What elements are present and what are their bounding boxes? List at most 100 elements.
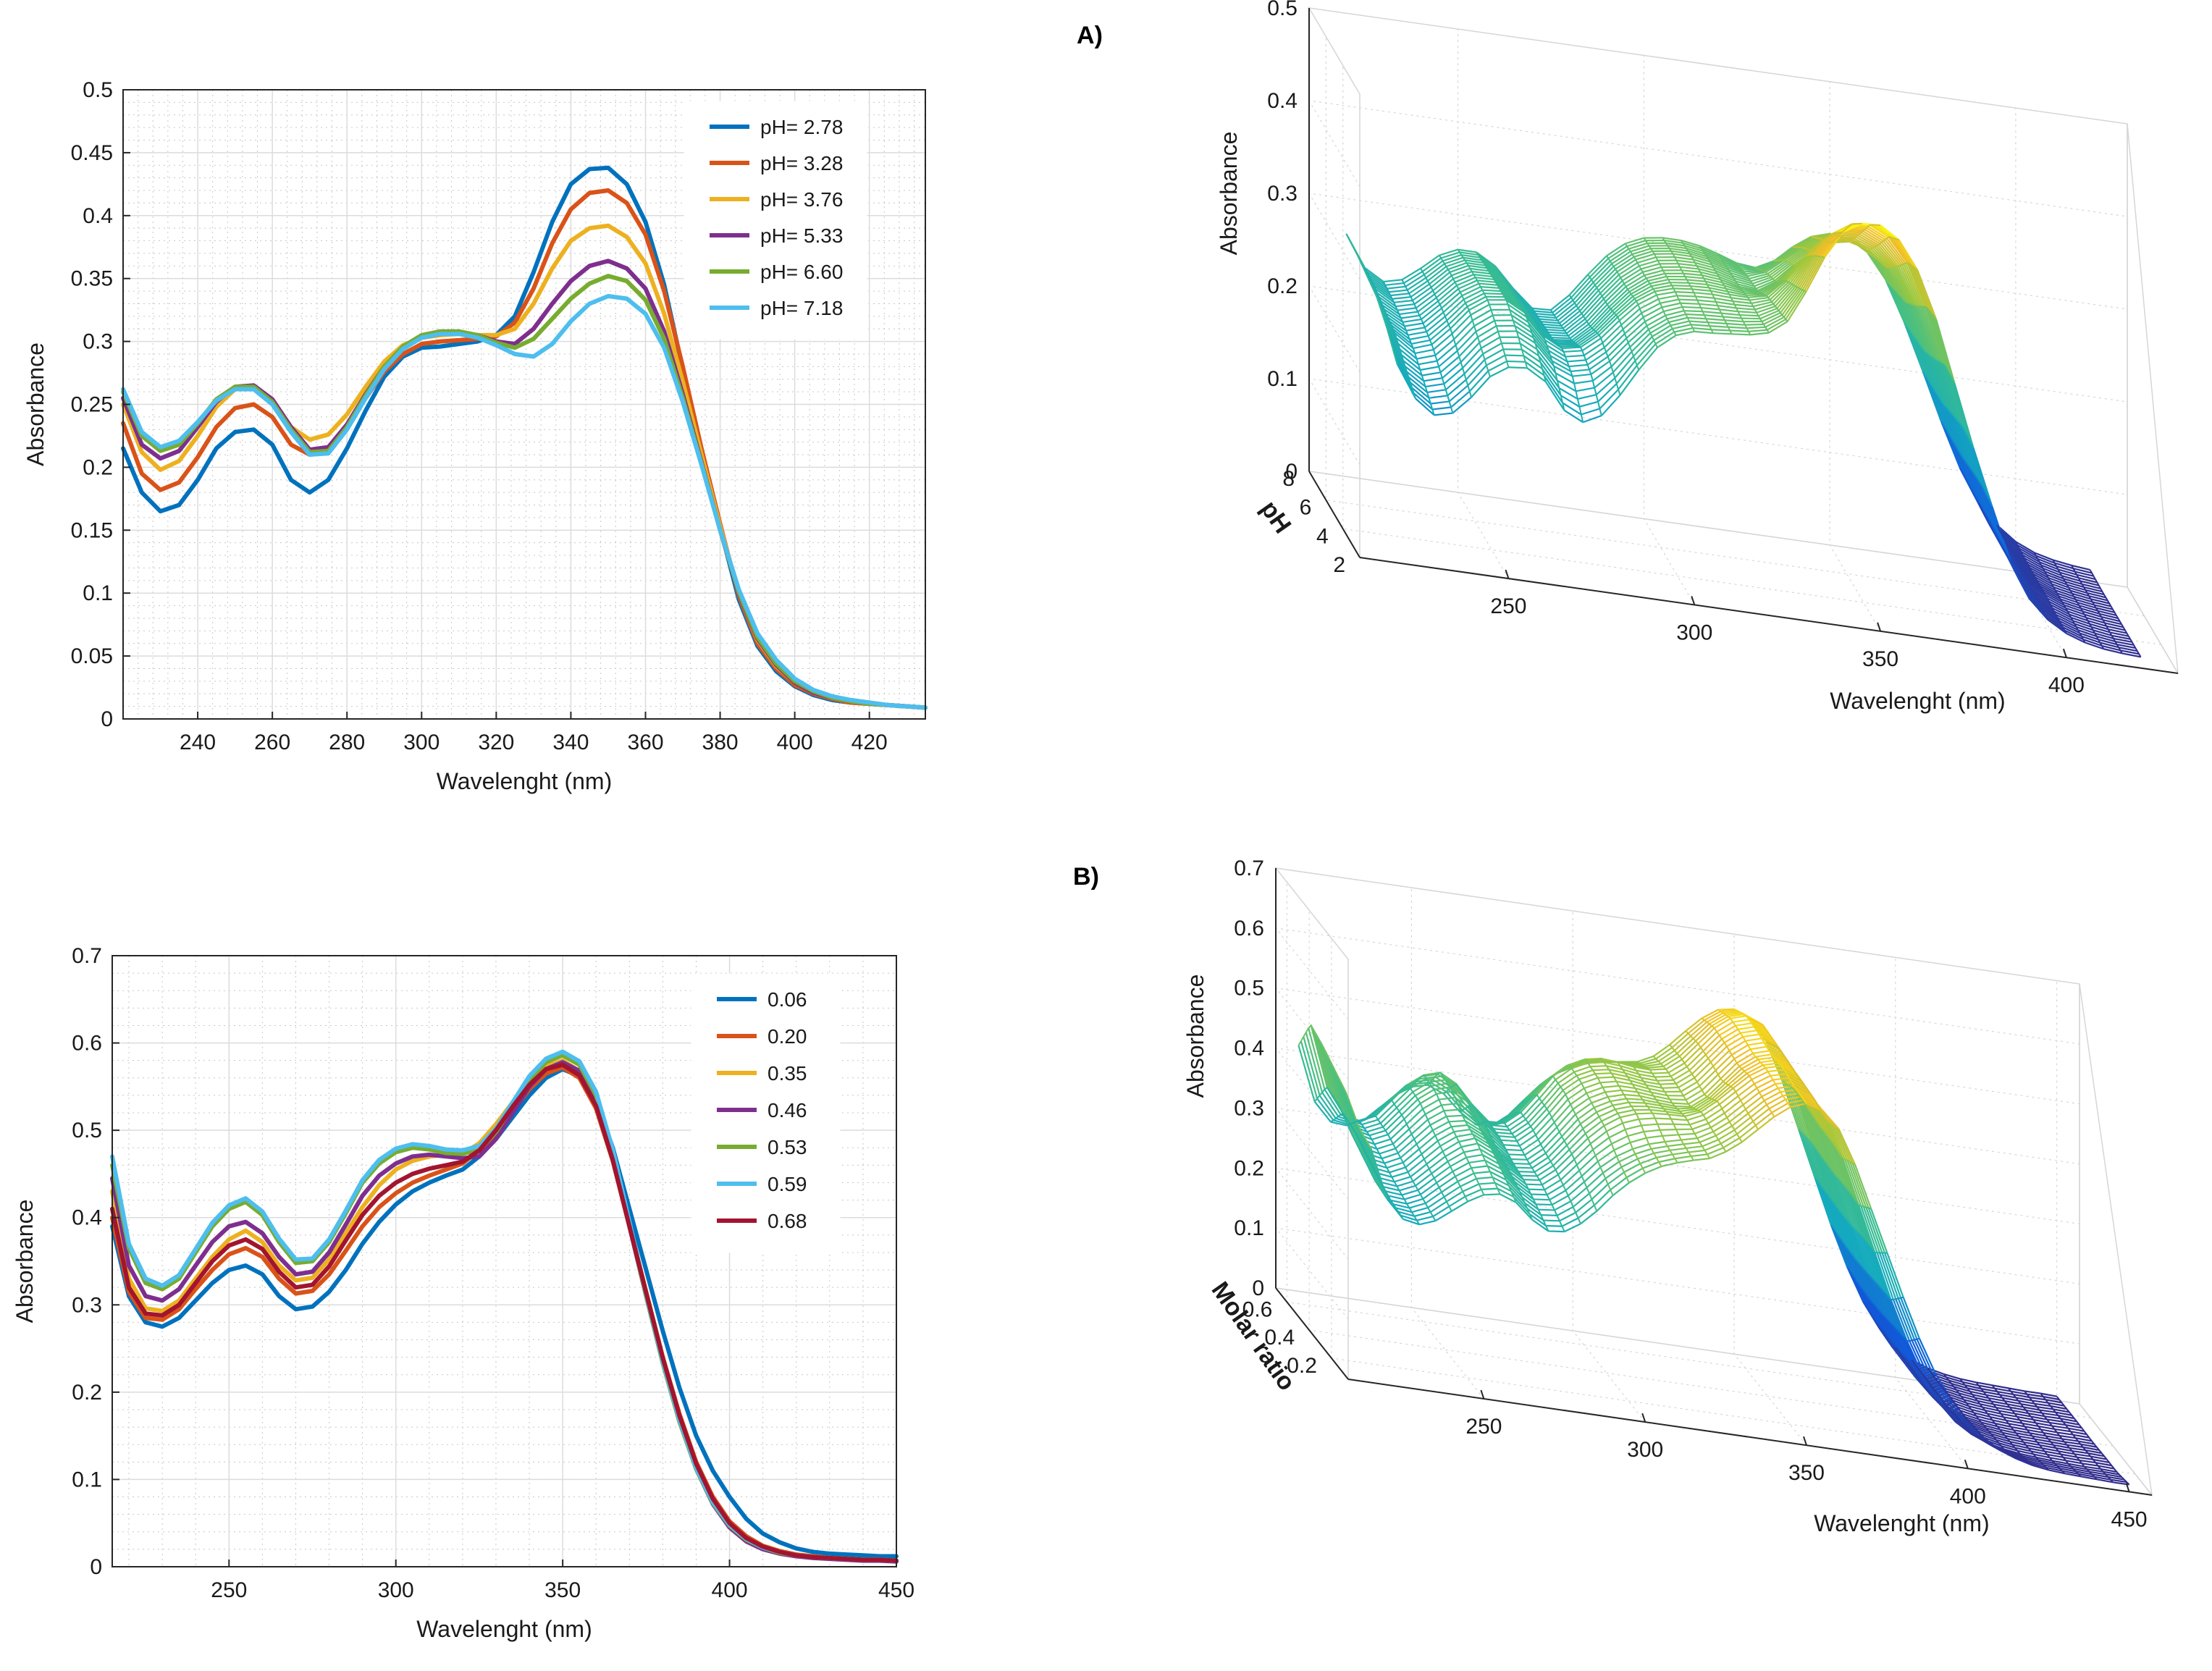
surface-row-segment	[1419, 1220, 1436, 1226]
surface-row-segment	[1552, 360, 1571, 372]
surface-row-segment	[1612, 253, 1633, 267]
surface-row-segment	[2075, 598, 2095, 606]
surface-row-segment	[1626, 321, 1646, 339]
surface-row-segment	[1916, 1339, 1934, 1375]
surface-row-segment	[1834, 1145, 1852, 1195]
surface-row-segment	[2085, 641, 2104, 650]
surface-row-segment	[1463, 353, 1484, 375]
surface-row-segment	[1465, 292, 1485, 304]
surface-row-segment	[1518, 1094, 1535, 1114]
surface-row-segment	[2041, 588, 2061, 600]
surface-row-segment	[1749, 1019, 1766, 1030]
surface-row-segment	[1674, 1105, 1691, 1108]
surface-row-segment	[1403, 1218, 1420, 1226]
surface-row-segment	[1586, 300, 1607, 322]
surface-row-segment	[1686, 279, 1706, 282]
surface-row-segment	[1778, 246, 1799, 261]
surface-row-segment	[1756, 1030, 1773, 1040]
surface-row-segment	[1462, 1114, 1479, 1127]
surface-row-segment	[1850, 1253, 1868, 1296]
surface-row-segment	[1826, 1194, 1844, 1243]
surface-row-segment	[1559, 1211, 1576, 1222]
surface-row-segment	[1555, 302, 1576, 319]
surface-column	[1736, 262, 1788, 322]
surface-row-segment	[1646, 1135, 1663, 1139]
surface-row-segment	[1828, 1121, 1846, 1160]
surface-row-segment	[1623, 271, 1644, 285]
surface-row-segment	[1401, 354, 1421, 371]
surface-row-segment	[1437, 285, 1458, 302]
surface-row-segment	[1754, 1026, 1771, 1037]
surface-row-segment	[1451, 1124, 1468, 1128]
surface-row-segment	[1405, 1153, 1423, 1169]
surface-row-segment	[1707, 321, 1727, 325]
surface-row-segment	[1628, 279, 1649, 292]
surface-row-segment	[1690, 285, 1710, 289]
surface-row-segment	[1667, 313, 1686, 320]
surface-row-segment	[1826, 1135, 1845, 1186]
surface-row-segment	[1759, 1083, 1776, 1093]
surface-row-segment	[1990, 1433, 2008, 1440]
surface-row-segment	[1450, 1086, 1467, 1100]
surface-row-segment	[1405, 1108, 1423, 1125]
x-tick-label: 240	[180, 731, 216, 754]
surface-row-segment	[2015, 541, 2035, 554]
surface-row-segment	[1485, 1139, 1503, 1159]
surface-row-segment	[1803, 256, 1824, 292]
surface-row-segment	[1740, 1087, 1757, 1101]
surface-row-segment	[2105, 1473, 2122, 1478]
surface-column	[1927, 1368, 2001, 1452]
surface-row-segment	[1526, 1208, 1544, 1221]
surface-row-segment	[1755, 1111, 1772, 1127]
surface-column	[1717, 1009, 1791, 1108]
surface-row-segment	[1412, 1168, 1430, 1182]
surface-row-segment	[1544, 1179, 1562, 1191]
surface-row-segment	[2051, 1425, 2069, 1429]
surface-row-segment	[2069, 1447, 2086, 1452]
surface-row-segment	[1868, 1298, 1887, 1334]
surface-row-segment	[2017, 544, 2037, 557]
surface-row-segment	[2091, 1473, 2108, 1478]
surface-column	[1903, 321, 1956, 384]
surface-row-segment	[1565, 354, 1584, 358]
surface-row-segment	[1589, 1178, 1607, 1195]
surface-row-segment	[1400, 1143, 1418, 1159]
surface-row-segment	[1764, 1091, 1781, 1102]
surface-row-segment	[1383, 279, 1403, 283]
surface-row-segment	[1771, 1053, 1788, 1064]
surface-row-segment	[2094, 632, 2114, 639]
surface-row-segment	[1754, 303, 1774, 311]
z-tick-label: 0.4	[1234, 1037, 1264, 1061]
surface-row-segment	[1837, 1235, 1856, 1279]
surface-row-segment	[1446, 302, 1466, 321]
surface-row-segment	[1439, 1072, 1457, 1085]
surface-row-segment	[1950, 1396, 1967, 1404]
surface-row-segment	[1940, 362, 1961, 424]
surface-row-segment	[1789, 249, 1809, 264]
surface-row-segment	[1394, 299, 1413, 303]
surface-row-segment	[1941, 363, 1962, 426]
surface-row-segment	[1999, 1394, 2017, 1399]
surface-row-segment	[1411, 387, 1431, 405]
surface-row-segment	[1365, 1139, 1383, 1192]
surface-row-segment	[1626, 1098, 1643, 1100]
surface-row-segment	[1639, 298, 1659, 310]
surface-row-segment	[1891, 266, 1911, 305]
surface-column	[1531, 308, 1584, 423]
surface-row-segment	[1395, 1133, 1413, 1150]
surface-row-segment	[1997, 1390, 2014, 1396]
surface-row-segment	[1657, 334, 1677, 348]
surface-column	[1507, 1111, 1582, 1224]
surface-column	[1798, 1129, 1872, 1210]
surface-column	[1568, 294, 1621, 395]
surface-row-segment	[1569, 323, 1589, 340]
surface-row-segment	[1376, 1142, 1394, 1150]
surface-row-segment	[1484, 1159, 1502, 1170]
surface-row-segment	[1555, 372, 1575, 384]
surface-row-segment	[1998, 528, 2019, 546]
surface-row-segment	[1770, 262, 1791, 278]
chart-a-2d-spectra: 240 260 280 300 320 340 360 380 400 42000.050.10.…	[22, 78, 928, 794]
surface-column	[1894, 1347, 1968, 1423]
surface-row-segment	[2037, 1406, 2053, 1410]
surface-column	[1782, 1080, 1856, 1166]
